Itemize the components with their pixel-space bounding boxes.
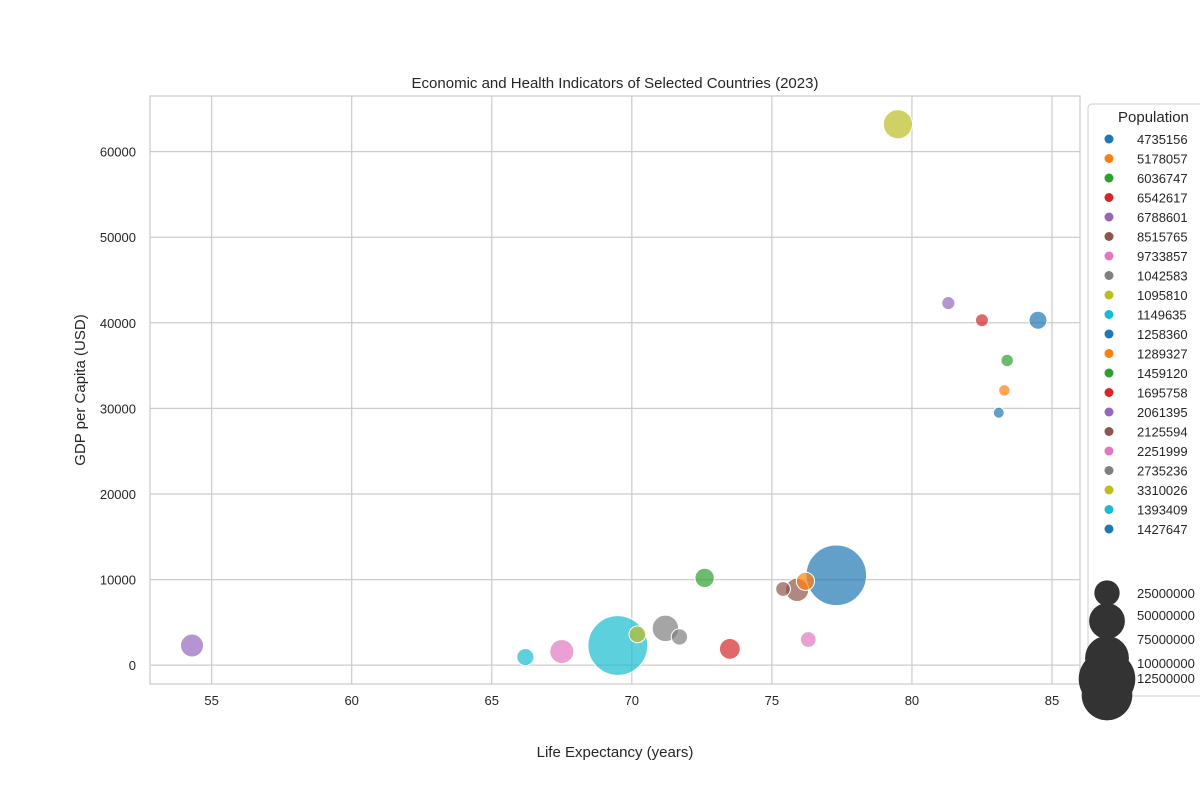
legend-color-marker: [1104, 173, 1114, 183]
legend-entry-label: 1695758: [1137, 386, 1188, 401]
legend-entry-label: 1427647: [1137, 522, 1188, 537]
x-tick-label: 75: [765, 693, 779, 708]
legend-size-label: 10000000: [1137, 656, 1195, 671]
legend-entry-label: 1459120: [1137, 366, 1188, 381]
legend-color-marker: [1104, 193, 1114, 202]
legend-entry-label: 3310026: [1137, 483, 1188, 498]
y-tick-label: 50000: [100, 230, 136, 245]
legend-color-marker: [1104, 368, 1114, 378]
x-tick-label: 65: [485, 693, 499, 708]
data-point: [718, 637, 741, 660]
legend-entry-label: 1042583: [1137, 269, 1188, 284]
y-tick-label: 10000: [100, 573, 136, 588]
x-tick-label: 60: [344, 693, 358, 708]
legend-entry-label: 2061395: [1137, 405, 1188, 420]
legend-box: [1087, 103, 1200, 697]
legend-entry-label: 5178057: [1137, 152, 1188, 167]
data-point: [549, 638, 575, 664]
legend-color-marker: [1104, 232, 1114, 241]
y-tick-label: 20000: [100, 487, 136, 502]
legend-color-marker: [1104, 388, 1114, 397]
legend-entry-label: 1149635: [1137, 308, 1187, 323]
data-point: [805, 544, 868, 607]
legend-entry-label: 1258360: [1137, 327, 1188, 342]
chart-title: Economic and Health Indicators of Select…: [412, 75, 819, 92]
legend-color-marker: [1104, 134, 1114, 144]
legend-size-marker: [1094, 580, 1120, 606]
data-point: [670, 628, 689, 646]
legend-entry-label: 4735156: [1137, 132, 1188, 147]
data-point: [974, 313, 989, 328]
data-point: [882, 109, 913, 140]
data-point: [516, 647, 535, 667]
legend-size-marker: [1089, 603, 1125, 639]
data-point: [587, 615, 649, 676]
legend-entry-label: 9733857: [1137, 249, 1188, 264]
legend-entry-label: 2735236: [1137, 464, 1188, 479]
legend-size-label: 25000000: [1137, 586, 1195, 601]
data-point: [180, 633, 205, 658]
legend-entry-label: 1095810: [1137, 288, 1188, 303]
legend-size-marker: [1078, 650, 1136, 708]
data-point: [992, 406, 1005, 419]
data-point: [941, 296, 956, 311]
legend-color-marker: [1104, 154, 1114, 163]
legend-color-marker: [1104, 310, 1114, 319]
y-axis-ticks: 0 10000 20000 30000 40000 50000 60000: [100, 145, 136, 674]
legend-color-marker: [1104, 524, 1114, 534]
plot-frame: [149, 95, 1081, 685]
legend-color-marker: [1104, 466, 1114, 475]
legend-entry-label: 6542617: [1137, 191, 1188, 206]
legend-size-label: 75000000: [1137, 632, 1195, 647]
legend-color-marker: [1104, 329, 1114, 339]
legend-color-marker: [1104, 271, 1114, 280]
data-point: [795, 571, 816, 591]
legend-color-marker: [1104, 251, 1114, 261]
legend-color-marker: [1104, 349, 1114, 358]
y-tick-label: 0: [129, 658, 136, 673]
data-point: [628, 625, 647, 644]
legend-entry-label: 2125594: [1137, 425, 1188, 440]
y-tick-label: 30000: [100, 401, 136, 416]
legend-color-marker: [1104, 485, 1114, 495]
y-tick-label: 60000: [100, 145, 136, 160]
gridlines: [150, 96, 1080, 684]
legend-color-marker: [1104, 407, 1114, 417]
legend-color-marker: [1104, 212, 1114, 222]
data-point: [1028, 310, 1048, 330]
data-point: [1000, 353, 1014, 368]
legend-entry-label: 6788601: [1137, 210, 1188, 225]
legend-color-marker: [1104, 446, 1114, 456]
x-tick-label: 55: [204, 693, 218, 708]
legend-color-marker: [1104, 290, 1114, 300]
data-point: [799, 631, 817, 648]
legend-color-marker: [1104, 505, 1114, 514]
data-point: [694, 567, 715, 589]
data-point: [775, 581, 791, 597]
x-axis-label: Life Expectancy (years): [537, 744, 694, 761]
legend: Population 4735156 5178057 6036747 6542617 6…: [1078, 103, 1200, 721]
legend-color-marker: [1104, 427, 1114, 436]
legend-entry-label: 2251999: [1137, 444, 1188, 459]
x-tick-label: 80: [905, 693, 919, 708]
legend-entry-label: 6036747: [1137, 171, 1188, 186]
legend-title: Population: [1118, 109, 1189, 126]
legend-size-label: 12500000: [1137, 671, 1195, 686]
legend-entry-label: 8515765: [1137, 230, 1188, 245]
data-points: [180, 109, 1048, 676]
legend-entry-label: 1393409: [1137, 503, 1188, 518]
x-tick-label: 85: [1045, 693, 1059, 708]
x-axis-ticks: 55 60 65 70 75 80 85: [204, 693, 1059, 708]
legend-entry-label: 1289327: [1137, 347, 1188, 362]
y-tick-label: 40000: [100, 316, 136, 331]
legend-size-label: 50000000: [1137, 608, 1195, 623]
y-axis-label: GDP per Capita (USD): [72, 314, 89, 465]
data-point: [998, 384, 1011, 397]
x-tick-label: 70: [625, 693, 639, 708]
